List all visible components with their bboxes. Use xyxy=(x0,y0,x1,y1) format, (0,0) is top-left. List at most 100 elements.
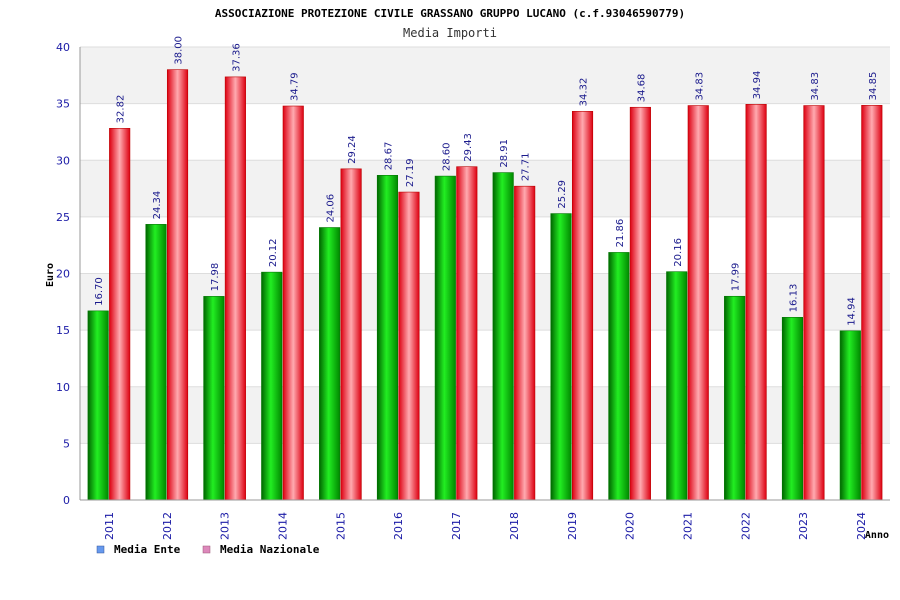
value-label: 32.82 xyxy=(116,95,127,124)
value-labels: 16.70 32.82 24.34 38.00 17.98 37.36 20.12 34.79… xyxy=(94,36,879,326)
x-tick-label: 2024 xyxy=(855,512,868,540)
legend: Media Ente Media Nazionale xyxy=(96,543,320,556)
value-label: 16.13 xyxy=(788,284,799,313)
value-label: 24.06 xyxy=(326,194,337,223)
plot-band xyxy=(80,386,890,444)
y-tick-label: 15 xyxy=(56,324,70,337)
value-label: 20.16 xyxy=(673,238,684,267)
x-axis-label: Anno xyxy=(865,530,889,541)
value-label: 29.24 xyxy=(347,135,358,164)
legend-swatch-media-ente xyxy=(96,545,105,554)
plot-band xyxy=(80,443,890,500)
value-label: 28.60 xyxy=(441,142,452,171)
y-tick-label: 10 xyxy=(56,381,70,394)
legend-swatch-media-nazionale xyxy=(202,545,211,554)
bar-media-nazionale-2024 xyxy=(861,105,883,501)
bar-media-ente-2020 xyxy=(608,252,630,501)
x-tick-label: 2015 xyxy=(334,512,347,540)
value-label: 34.79 xyxy=(289,72,300,101)
value-label: 16.70 xyxy=(94,277,105,306)
y-tick-label: 20 xyxy=(56,268,70,281)
x-tick-label: 2021 xyxy=(682,512,695,540)
y-axis-ticks: 0 5 10 15 20 25 30 35 40 xyxy=(56,41,70,507)
bar-media-nazionale-2020 xyxy=(629,106,651,501)
bar-media-nazionale-2019 xyxy=(571,111,594,501)
bar-media-nazionale-2015 xyxy=(340,168,362,501)
bar-media-nazionale-2012 xyxy=(166,69,189,501)
value-label: 27.71 xyxy=(521,153,532,182)
value-label: 28.67 xyxy=(383,142,394,171)
y-tick-label: 25 xyxy=(56,211,70,224)
y-tick-label: 5 xyxy=(63,437,70,450)
value-label: 34.83 xyxy=(694,72,705,101)
y-tick-label: 40 xyxy=(56,41,70,54)
plot-band xyxy=(80,273,890,331)
x-tick-label: 2019 xyxy=(566,512,579,540)
x-tick-label: 2018 xyxy=(508,512,521,540)
value-label: 34.83 xyxy=(810,72,821,101)
x-tick-label: 2014 xyxy=(277,512,290,540)
bar-media-ente-2017 xyxy=(434,175,456,501)
plot-band xyxy=(80,47,890,104)
x-tick-label: 2016 xyxy=(392,512,405,540)
plot-band xyxy=(80,160,890,217)
y-tick-label: 0 xyxy=(63,494,70,507)
x-axis-ticks: 2011 2012 2013 2014 2015 2016 2017 2018 2019 2020… xyxy=(103,512,868,540)
bar-media-ente-2022 xyxy=(724,295,746,501)
bar-media-ente-2014 xyxy=(261,271,283,501)
chart-title: ASSOCIAZIONE PROTEZIONE CIVILE GRASSANO … xyxy=(215,7,685,20)
x-tick-label: 2022 xyxy=(739,512,752,540)
legend-label-media-nazionale: Media Nazionale xyxy=(220,543,320,556)
bar-media-nazionale-2011 xyxy=(109,128,131,501)
x-tick-label: 2011 xyxy=(103,512,116,540)
x-tick-label: 2012 xyxy=(161,512,174,540)
value-label: 17.99 xyxy=(731,263,742,292)
bar-media-ente-2013 xyxy=(203,296,225,501)
value-label: 34.85 xyxy=(868,72,879,101)
bar-media-nazionale-2018 xyxy=(514,185,536,501)
plot-band xyxy=(80,216,890,274)
x-tick-label: 2020 xyxy=(624,512,637,540)
x-tick-label: 2013 xyxy=(219,512,232,540)
x-tick-label: 2017 xyxy=(450,512,463,540)
bar-media-ente-2023 xyxy=(781,317,804,501)
value-label: 24.34 xyxy=(152,191,163,220)
value-label: 29.43 xyxy=(463,133,474,162)
value-label: 28.91 xyxy=(499,139,510,168)
y-axis-label: Euro xyxy=(45,263,56,287)
plot-band xyxy=(80,103,890,161)
bar-media-ente-2016 xyxy=(376,175,399,501)
value-label: 25.29 xyxy=(557,180,568,209)
bar-media-ente-2019 xyxy=(550,213,572,501)
value-label: 34.68 xyxy=(636,74,647,103)
bar-media-ente-2021 xyxy=(666,271,688,501)
bar-media-nazionale-2017 xyxy=(456,166,478,501)
value-label: 14.94 xyxy=(846,297,857,326)
legend-label-media-ente: Media Ente xyxy=(114,543,181,556)
value-label: 20.12 xyxy=(268,239,279,268)
value-label: 38.00 xyxy=(174,36,185,65)
x-tick-label: 2023 xyxy=(797,512,810,540)
bar-media-nazionale-2016 xyxy=(398,191,420,501)
bar-media-ente-2018 xyxy=(492,172,514,501)
value-label: 34.32 xyxy=(579,78,590,107)
value-label: 17.98 xyxy=(210,263,221,292)
plot-band xyxy=(80,330,890,387)
value-label: 27.19 xyxy=(405,158,416,187)
bar-media-ente-2011 xyxy=(87,310,109,501)
value-label: 37.36 xyxy=(231,43,242,72)
bar-media-nazionale-2022 xyxy=(745,104,767,501)
chart-subtitle: Media Importi xyxy=(403,26,497,40)
bar-media-ente-2012 xyxy=(145,224,167,501)
bar-media-nazionale-2013 xyxy=(224,76,246,501)
bar-media-ente-2015 xyxy=(319,227,341,501)
bar-media-nazionale-2023 xyxy=(803,105,825,501)
bar-media-nazionale-2014 xyxy=(282,105,304,501)
bars xyxy=(87,69,883,501)
y-tick-label: 35 xyxy=(56,98,70,111)
y-tick-label: 30 xyxy=(56,154,70,167)
bar-media-nazionale-2021 xyxy=(687,105,709,501)
value-label: 21.86 xyxy=(615,219,626,248)
bar-media-ente-2024 xyxy=(839,330,861,501)
